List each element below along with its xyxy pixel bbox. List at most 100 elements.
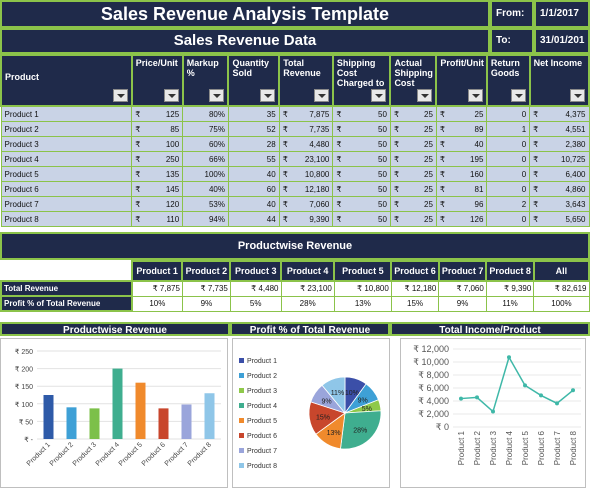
productwise-total[interactable]: ₹ 12,180 xyxy=(390,280,440,297)
filter-dropdown-button[interactable] xyxy=(260,89,276,102)
cell-ship_actual[interactable]: ₹25 xyxy=(389,121,437,137)
productwise-profit[interactable]: 15% xyxy=(390,295,440,312)
cell-returns[interactable]: 0 xyxy=(486,166,531,182)
cell-product[interactable]: Product 8 xyxy=(0,211,133,227)
cell-ship_charged[interactable]: ₹50 xyxy=(332,166,391,182)
cell-profit[interactable]: ₹160 xyxy=(435,166,488,182)
cell-price[interactable]: ₹85 xyxy=(131,121,184,137)
productwise-profit[interactable]: 5% xyxy=(229,295,282,312)
productwise-total[interactable]: ₹ 9,390 xyxy=(485,280,535,297)
cell-ship_actual[interactable]: ₹25 xyxy=(389,166,437,182)
cell-ship_charged[interactable]: ₹50 xyxy=(332,151,391,167)
cell-ship_charged[interactable]: ₹50 xyxy=(332,196,391,212)
cell-price[interactable]: ₹135 xyxy=(131,166,184,182)
cell-net[interactable]: ₹3,643 xyxy=(529,196,590,212)
cell-price[interactable]: ₹100 xyxy=(131,136,184,152)
cell-returns[interactable]: 0 xyxy=(486,105,531,122)
cell-ship_charged[interactable]: ₹50 xyxy=(332,136,391,152)
cell-qty[interactable]: 52 xyxy=(227,121,280,137)
cell-returns[interactable]: 0 xyxy=(486,211,531,227)
cell-ship_actual[interactable]: ₹25 xyxy=(389,196,437,212)
cell-net[interactable]: ₹4,375 xyxy=(529,105,590,122)
filter-dropdown-button[interactable] xyxy=(163,89,179,102)
productwise-profit[interactable]: 9% xyxy=(181,295,231,312)
cell-returns[interactable]: 0 xyxy=(486,151,531,167)
cell-ship_charged[interactable]: ₹50 xyxy=(332,121,391,137)
cell-net[interactable]: ₹4,860 xyxy=(529,181,590,197)
productwise-profit[interactable]: 28% xyxy=(280,295,335,312)
cell-product[interactable]: Product 7 xyxy=(0,196,133,212)
cell-ship_actual[interactable]: ₹25 xyxy=(389,105,437,122)
cell-ship_actual[interactable]: ₹25 xyxy=(389,136,437,152)
cell-total[interactable]: ₹12,180 xyxy=(278,181,334,197)
cell-qty[interactable]: 40 xyxy=(227,196,280,212)
cell-profit[interactable]: ₹126 xyxy=(435,211,488,227)
cell-markup[interactable]: 60% xyxy=(182,136,229,152)
cell-product[interactable]: Product 3 xyxy=(0,136,133,152)
cell-price[interactable]: ₹110 xyxy=(131,211,184,227)
cell-product[interactable]: Product 4 xyxy=(0,151,133,167)
filter-dropdown-button[interactable] xyxy=(467,89,483,102)
cell-markup[interactable]: 80% xyxy=(182,105,229,122)
cell-markup[interactable]: 53% xyxy=(182,196,229,212)
cell-qty[interactable]: 60 xyxy=(227,181,280,197)
cell-returns[interactable]: 0 xyxy=(486,181,531,197)
cell-ship_charged[interactable]: ₹50 xyxy=(332,211,391,227)
cell-net[interactable]: ₹2,380 xyxy=(529,136,590,152)
cell-ship_charged[interactable]: ₹50 xyxy=(332,105,391,122)
cell-markup[interactable]: 94% xyxy=(182,211,229,227)
cell-qty[interactable]: 44 xyxy=(227,211,280,227)
productwise-total[interactable]: ₹ 7,060 xyxy=(438,280,487,297)
productwise-total[interactable]: ₹ 10,800 xyxy=(333,280,392,297)
filter-dropdown-button[interactable] xyxy=(371,89,387,102)
productwise-profit[interactable]: 13% xyxy=(333,295,392,312)
cell-product[interactable]: Product 2 xyxy=(0,121,133,137)
cell-profit[interactable]: ₹40 xyxy=(435,136,488,152)
cell-total[interactable]: ₹10,800 xyxy=(278,166,334,182)
cell-profit[interactable]: ₹81 xyxy=(435,181,488,197)
cell-markup[interactable]: 100% xyxy=(182,166,229,182)
cell-net[interactable]: ₹5,650 xyxy=(529,211,590,227)
filter-dropdown-button[interactable] xyxy=(313,89,329,102)
productwise-profit[interactable]: 10% xyxy=(131,295,183,312)
cell-markup[interactable]: 75% xyxy=(182,121,229,137)
productwise-total[interactable]: ₹ 4,480 xyxy=(229,280,282,297)
cell-net[interactable]: ₹6,400 xyxy=(529,166,590,182)
productwise-profit[interactable]: 11% xyxy=(485,295,535,312)
cell-product[interactable]: Product 5 xyxy=(0,166,133,182)
cell-total[interactable]: ₹7,060 xyxy=(278,196,334,212)
cell-profit[interactable]: ₹96 xyxy=(435,196,488,212)
filter-dropdown-button[interactable] xyxy=(112,89,128,102)
cell-price[interactable]: ₹120 xyxy=(131,196,184,212)
cell-qty[interactable]: 55 xyxy=(227,151,280,167)
cell-product[interactable]: Product 6 xyxy=(0,181,133,197)
productwise-profit[interactable]: 9% xyxy=(438,295,487,312)
cell-ship_actual[interactable]: ₹25 xyxy=(389,181,437,197)
filter-dropdown-button[interactable] xyxy=(417,89,433,102)
from-date[interactable]: 1/1/2017 xyxy=(534,0,590,28)
cell-ship_actual[interactable]: ₹25 xyxy=(389,151,437,167)
filter-dropdown-button[interactable] xyxy=(209,89,225,102)
to-date[interactable]: 31/01/201 xyxy=(534,28,590,54)
cell-qty[interactable]: 40 xyxy=(227,166,280,182)
productwise-total[interactable]: ₹ 82,619 xyxy=(533,280,590,297)
cell-returns[interactable]: 0 xyxy=(486,136,531,152)
cell-price[interactable]: ₹145 xyxy=(131,181,184,197)
cell-price[interactable]: ₹250 xyxy=(131,151,184,167)
cell-markup[interactable]: 66% xyxy=(182,151,229,167)
cell-qty[interactable]: 35 xyxy=(227,105,280,122)
productwise-total[interactable]: ₹ 7,735 xyxy=(181,280,231,297)
productwise-profit[interactable]: 100% xyxy=(533,295,590,312)
cell-total[interactable]: ₹9,390 xyxy=(278,211,334,227)
cell-profit[interactable]: ₹195 xyxy=(435,151,488,167)
cell-profit[interactable]: ₹25 xyxy=(435,105,488,122)
cell-markup[interactable]: 40% xyxy=(182,181,229,197)
cell-net[interactable]: ₹10,725 xyxy=(529,151,590,167)
productwise-total[interactable]: ₹ 7,875 xyxy=(131,280,183,297)
cell-total[interactable]: ₹7,875 xyxy=(278,105,334,122)
filter-dropdown-button[interactable] xyxy=(570,89,585,102)
cell-total[interactable]: ₹4,480 xyxy=(278,136,334,152)
cell-ship_charged[interactable]: ₹50 xyxy=(332,181,391,197)
cell-returns[interactable]: 2 xyxy=(486,196,531,212)
cell-product[interactable]: Product 1 xyxy=(0,105,133,122)
